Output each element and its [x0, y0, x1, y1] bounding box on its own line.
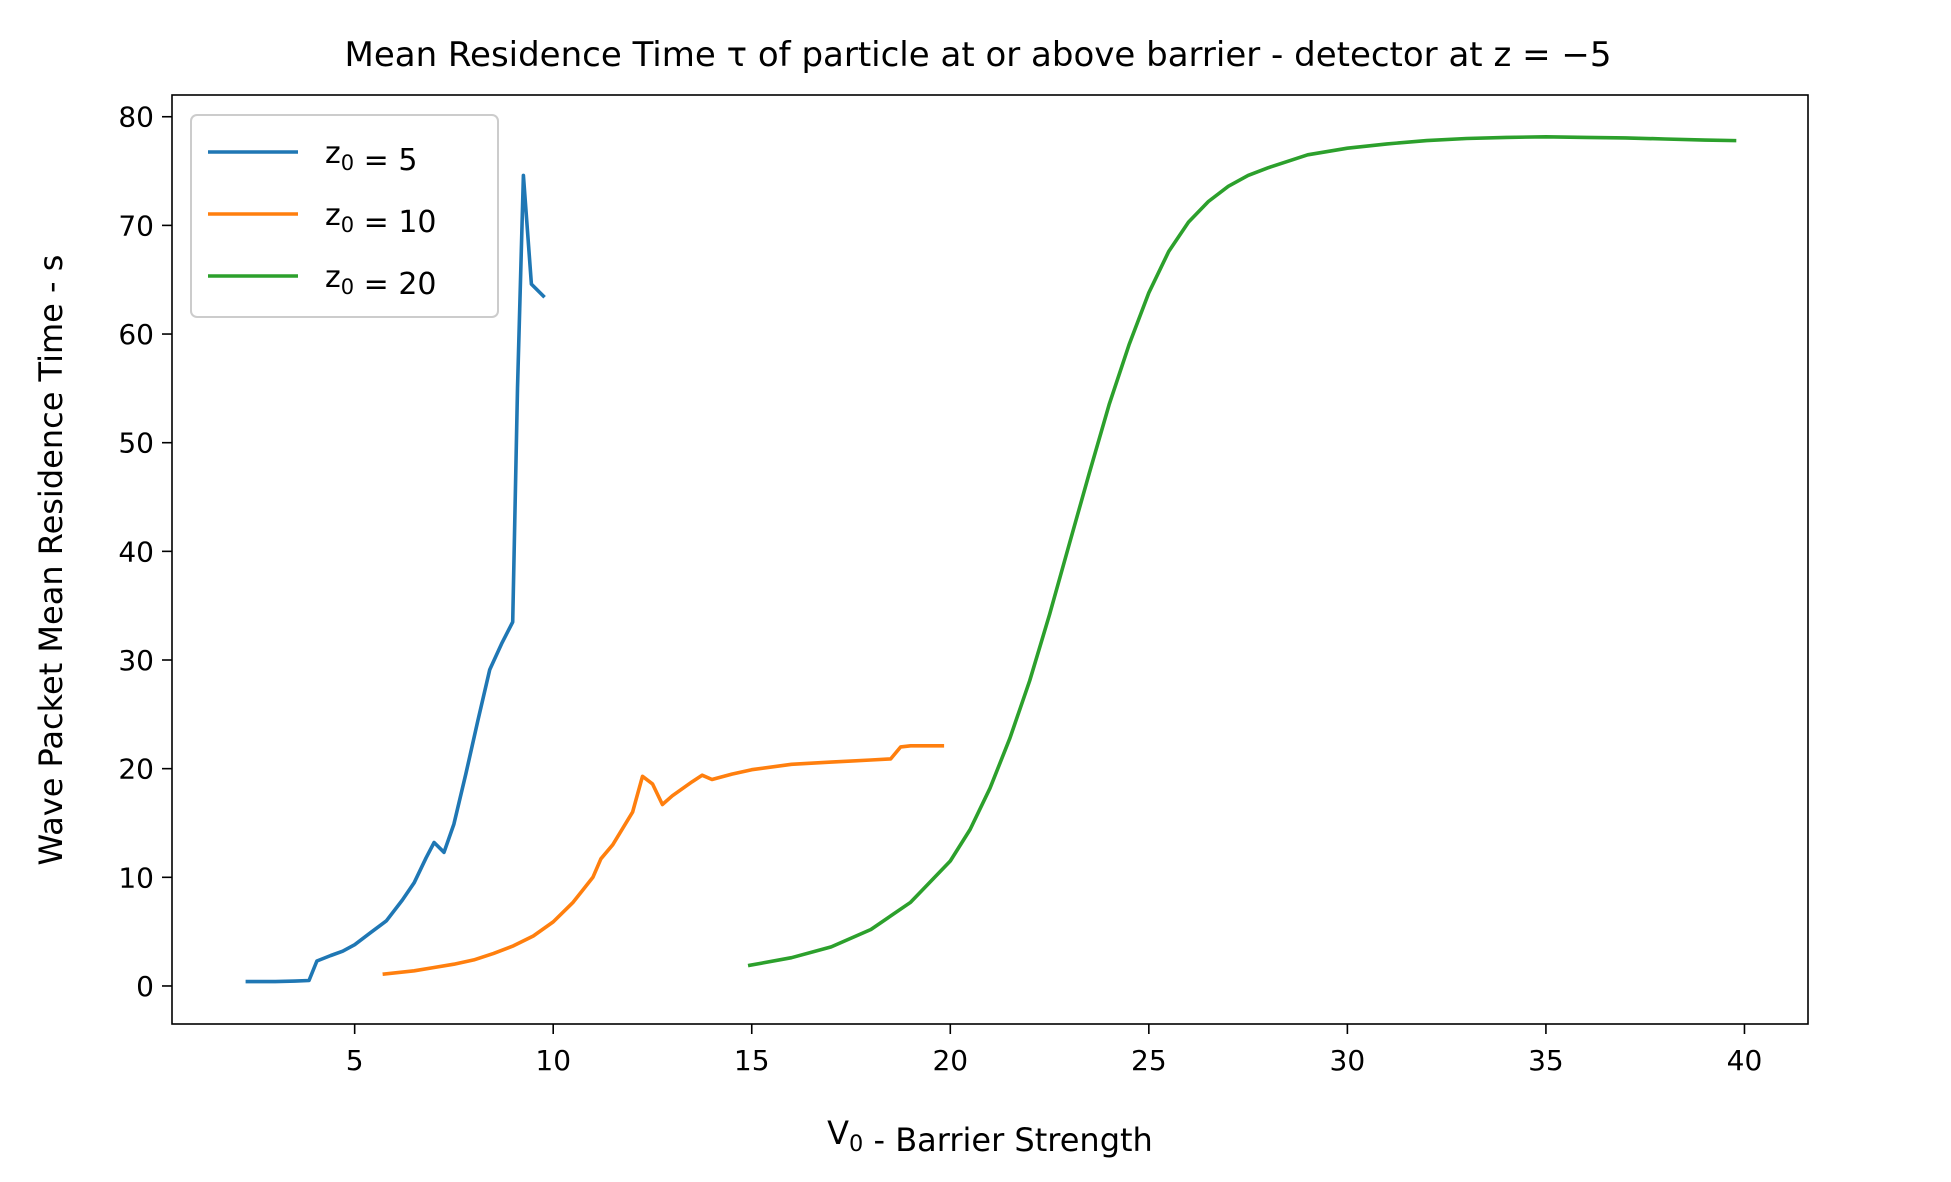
x-tick-label: 15	[734, 1044, 770, 1077]
y-tick-label: 20	[118, 753, 154, 786]
y-tick-label: 80	[118, 101, 154, 134]
x-tick-label: 40	[1727, 1044, 1763, 1077]
y-tick-label: 40	[118, 535, 154, 568]
y-axis-ticks: 0 10 20 30 40 50 60 70 80	[118, 101, 172, 1003]
chart-title: Mean Residence Time τ of particle at or …	[344, 35, 1611, 75]
plot-area-frame	[171, 94, 1809, 1025]
legend-label-1: z0 = 5	[325, 136, 417, 178]
x-tick-label: 25	[1131, 1044, 1167, 1077]
legend-box	[190, 114, 499, 318]
y-tick-label: 0	[136, 970, 154, 1003]
legend-label-2: z0 = 10	[325, 198, 437, 240]
x-axis-label: V0 - Barrier Strength	[827, 1114, 1153, 1159]
x-tick-label: 35	[1528, 1044, 1564, 1077]
legend: z0 = 5 z0 = 10 z0 = 20	[190, 114, 499, 318]
y-tick-label: 70	[118, 209, 154, 242]
series-line-2	[382, 743, 945, 976]
x-tick-label: 10	[535, 1044, 571, 1077]
x-tick-label: 20	[932, 1044, 968, 1077]
y-tick-label: 50	[118, 427, 154, 460]
y-tick-label: 60	[118, 318, 154, 351]
legend-label-3: z0 = 20	[325, 260, 437, 302]
x-tick-label: 30	[1330, 1044, 1366, 1077]
x-axis-ticks: 5 10 15 20 25 30 35 40	[346, 1024, 1763, 1077]
series-lines	[245, 135, 1737, 984]
x-tick-label: 5	[346, 1044, 364, 1077]
y-axis-label: Wave Packet Mean Residence Time - s	[32, 255, 70, 866]
series-line-1	[245, 173, 546, 984]
y-tick-label: 10	[118, 861, 154, 894]
y-tick-label: 30	[118, 644, 154, 677]
series-line-3	[747, 135, 1737, 968]
